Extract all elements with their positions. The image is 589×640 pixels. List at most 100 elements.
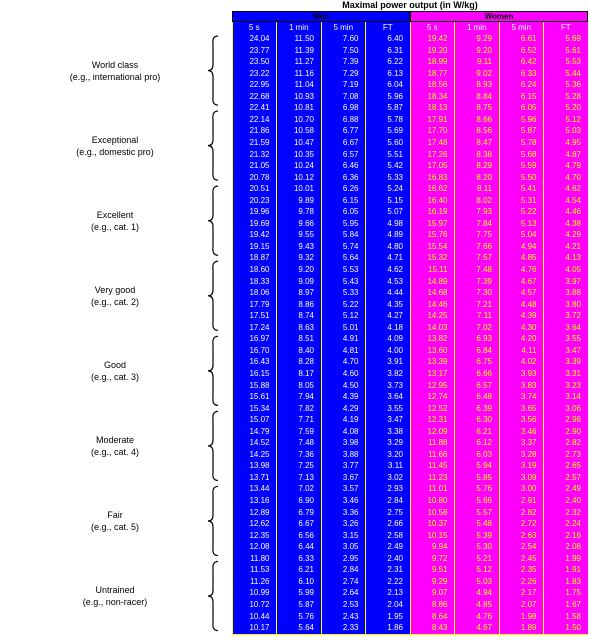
men-table-cell: 18.06 [249,288,270,298]
women-table-cell: 6.93 [476,334,492,344]
women-table-cell: 8.43 [431,623,448,633]
men-table-cell: 8.05 [298,380,314,390]
men-table-cell: 2.84 [387,496,403,505]
men-table-cell: 16.15 [249,368,270,378]
men-table-cell: 9.55 [298,230,314,240]
women-table-cell: 5.61 [565,45,581,55]
women-table-cell: 18.13 [427,103,448,113]
women-table-cell: 2.73 [565,449,581,459]
women-table-cell: 2.82 [565,438,581,448]
category-example: (e.g., cat. 1) [90,221,140,232]
women-table-cell: 1.67 [565,599,581,609]
men-table-cell: 10.72 [249,599,270,609]
men-table-cell: 5.64 [298,623,314,633]
women-table-cell: 18.34 [427,91,448,101]
men-table-cell: 3.38 [387,426,403,436]
men-table-cell: 3.88 [342,449,359,459]
men-table-cell: 8.17 [298,368,314,378]
men-table-cell: 1.86 [387,623,403,633]
women-table-cell: 7.30 [476,288,492,298]
men-column-header: FT [366,22,410,33]
women-table-cell: 2.90 [565,426,581,436]
women-table-cell: 8.29 [476,161,492,171]
women-table-cell: 8.56 [476,126,492,136]
men-table-cell: 5.95 [342,218,359,228]
men-table-cell: 7.02 [298,484,314,494]
men-table-cell: 2.84 [342,565,359,575]
men-table-cell: 23.22 [249,68,270,78]
men-table-cell: 6.22 [387,57,403,67]
men-table-cell: 2.31 [387,565,403,575]
category-example: (e.g., non-racer) [82,597,148,608]
women-table-cell: 2.35 [520,565,537,575]
women-table-cell: 7.75 [476,230,492,240]
women-table-cell: 7.21 [476,299,492,309]
men-table-cell: 5.33 [342,288,359,298]
men-table-cell: 11.27 [294,57,314,67]
men-table-cell: 5.87 [387,103,403,113]
men-table-cell: 3.67 [342,472,359,482]
men-table-cell: 6.13 [387,68,403,78]
category-label: Excellent (e.g., cat. 1) [40,209,190,233]
men-table-cell: 4.27 [387,311,403,321]
men-table-cell: 5.87 [298,599,314,609]
men-table-cell: 4.09 [387,334,403,344]
women-table-cell: 16.19 [427,207,448,217]
women-table-cell: 4.79 [565,161,581,171]
men-table-cell: 11.26 [250,576,270,586]
women-table-cell: 15.11 [428,265,448,274]
men-table-cell: 6.56 [298,530,314,540]
women-table-cell: 4.46 [565,207,581,217]
men-table-cell: 3.26 [342,519,359,529]
men-table-cell: 22.14 [249,114,270,124]
women-table-cell: 4.67 [476,623,492,633]
women-table-cell: 8.20 [476,172,492,182]
women-table-cell: 3.37 [520,438,537,448]
women-table-cell: 6.66 [476,368,492,378]
men-table-cell: 13.98 [249,461,270,471]
women-table-cell: 5.03 [565,126,581,136]
women-table-cell: 6.57 [476,380,492,390]
men-table-cell: 21.32 [249,149,270,159]
men-table-cell: 3.36 [342,507,359,517]
men-table-cell: 2.13 [387,588,403,598]
men-table-cell: 10.35 [293,149,314,159]
women-table-cell: 7.93 [476,207,492,217]
table-title: Maximal power output (in W/kg) [342,0,478,10]
women-table-cell: 2.26 [520,576,537,586]
men-table-cell: 4.29 [342,403,359,413]
men-table-cell: 16.70 [249,345,270,355]
women-table-cell: 5.28 [565,91,581,101]
men-table-cell: 13.71 [249,472,270,482]
men-table-cell: 3.02 [387,472,403,482]
men-table-cell: 12.89 [249,507,270,517]
men-table-cell: 22.68 [249,91,270,101]
men-table-cell: 6.33 [298,553,314,563]
women-table-cell: 4.02 [520,357,537,367]
women-table-cell: 8.38 [476,149,492,159]
women-table-cell: 2.72 [520,519,537,529]
women-table-cell: 13.82 [427,334,448,344]
men-table-cell: 6.88 [342,114,359,124]
women-table-cell: 6.24 [520,80,537,90]
men-table-cell: 9.78 [298,207,314,217]
men-table-cell: 11.53 [250,565,270,575]
men-table-cell: 7.48 [298,438,314,448]
women-table-cell: 3.97 [565,276,581,286]
women-table-cell: 8.93 [476,80,492,90]
women-table-cell: 5.85 [476,472,492,482]
women-table-cell: 12.09 [427,426,448,436]
men-table-cell: 4.35 [387,299,403,309]
women-table-cell: 2.45 [520,553,537,563]
men-table-cell: 2.74 [342,576,359,586]
women-column-header: 5 s [410,22,454,33]
women-table-cell: 6.39 [476,403,492,413]
women-table-cell: 6.05 [520,103,537,113]
women-table-cell: 3.56 [520,415,537,425]
men-table-cell: 6.67 [298,519,314,529]
men-table-cell: 3.47 [387,415,403,425]
men-table-cell: 5.74 [342,241,359,251]
women-table-cell: 9.51 [431,565,448,575]
women-table-cell: 7.66 [476,241,492,251]
men-table-cell: 6.67 [342,137,359,147]
